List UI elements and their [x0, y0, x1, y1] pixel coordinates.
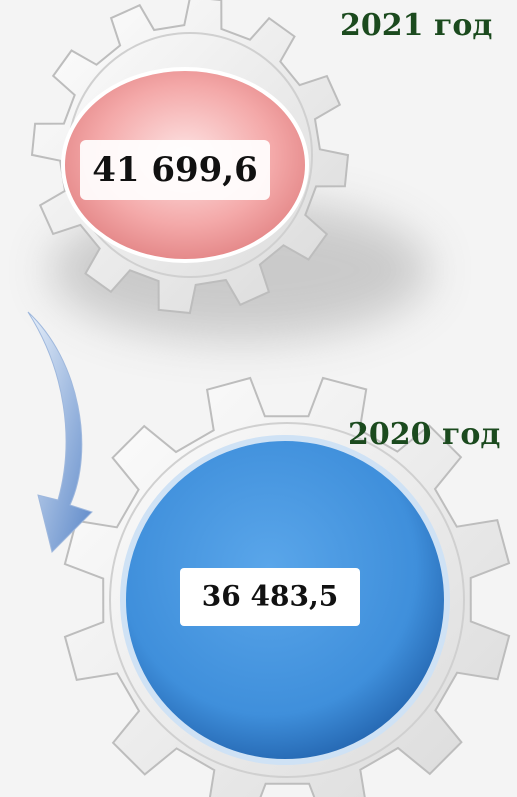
- arrow: [27, 311, 93, 553]
- year-label: 2020 год: [348, 417, 500, 452]
- value: 41 699,6: [92, 150, 258, 190]
- value-box: [180, 568, 360, 626]
- gear-ring: [109, 422, 465, 778]
- value-box: [80, 140, 270, 200]
- value: 36 483,5: [202, 580, 338, 613]
- year-label: 2021 год: [340, 8, 492, 43]
